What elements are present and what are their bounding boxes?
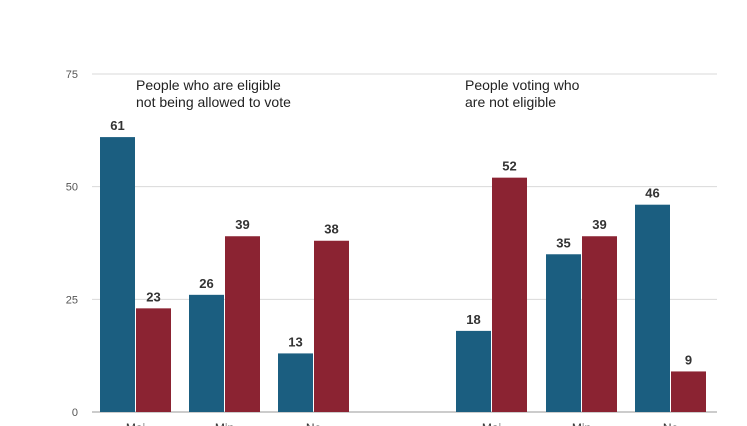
data-label: 39 <box>235 217 249 232</box>
panel-title-eligible-denied: People who are eligible not being allowe… <box>136 77 291 110</box>
data-label: 26 <box>199 276 213 291</box>
category-label: Min <box>572 421 591 426</box>
data-label: 38 <box>324 222 338 237</box>
bars <box>100 137 706 413</box>
gridlines <box>92 73 717 413</box>
panel-title-ineligible-voting: People voting who are not eligible <box>465 77 580 110</box>
data-label: 39 <box>592 217 606 232</box>
y-axis-ticks: 0 25 50 75 <box>66 69 78 419</box>
bar <box>314 240 349 412</box>
bar <box>225 236 260 412</box>
y-tick-label: 0 <box>72 407 78 419</box>
y-tick-label: 25 <box>66 294 78 306</box>
bar <box>278 353 313 412</box>
data-label: 35 <box>556 235 570 250</box>
bar <box>492 177 527 412</box>
bar <box>456 330 491 412</box>
category-label: No <box>306 421 322 426</box>
category-label: Maj <box>482 421 501 426</box>
bar <box>582 236 617 412</box>
bar <box>189 294 224 412</box>
data-label: 13 <box>288 334 302 349</box>
data-label: 52 <box>502 159 516 174</box>
category-label: Maj <box>126 421 145 426</box>
data-label: 9 <box>685 352 692 367</box>
bar <box>635 204 670 412</box>
bar <box>671 371 706 412</box>
bar <box>136 308 171 412</box>
category-label: No <box>663 421 679 426</box>
data-label: 18 <box>466 312 480 327</box>
data-label: 61 <box>110 118 124 133</box>
y-tick-label: 50 <box>66 182 78 194</box>
data-label: 23 <box>146 289 160 304</box>
category-labels: Maj Min No Maj Min No <box>126 421 679 426</box>
data-labels: 61 23 26 39 13 38 18 52 35 39 46 9 <box>110 118 692 367</box>
category-label: Min <box>215 421 234 426</box>
bar <box>100 137 135 413</box>
data-label: 46 <box>645 186 659 201</box>
y-tick-label: 75 <box>66 69 78 81</box>
bar <box>546 254 581 412</box>
